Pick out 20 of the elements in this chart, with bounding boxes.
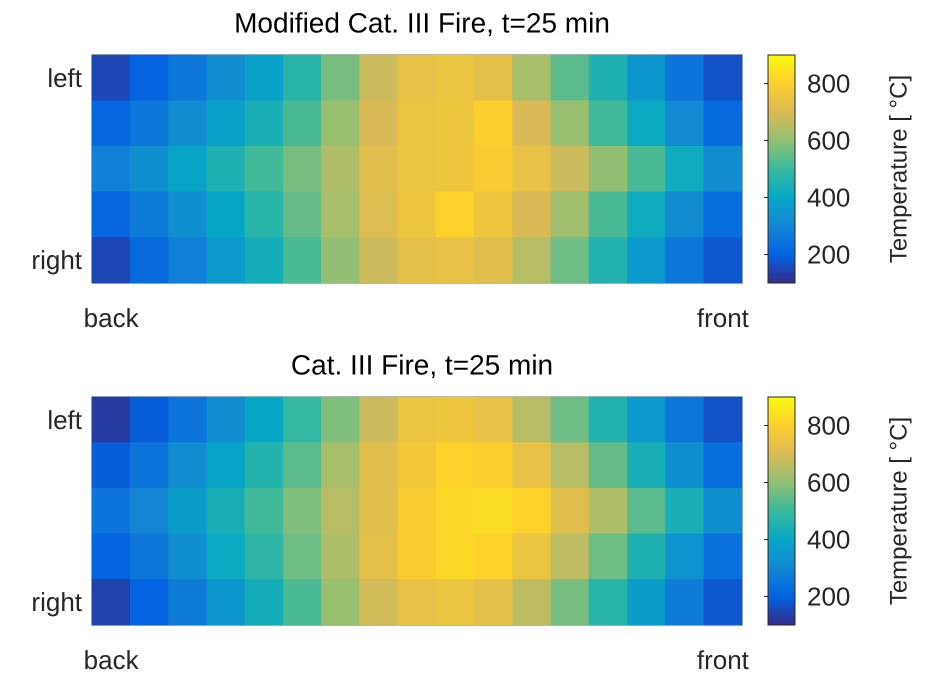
chart-title: Cat. III Fire, t=25 min	[290, 350, 554, 380]
x-tick-label: front	[696, 303, 750, 333]
color-bar-label: 800	[807, 410, 850, 440]
x-tick-label: front	[696, 645, 750, 675]
color-bar-label: 200	[807, 582, 850, 612]
y-tick-label: left	[47, 404, 83, 435]
x-tick-label: back	[84, 303, 140, 333]
color-bar-label: 600	[807, 126, 850, 156]
y-tick-label: right	[31, 245, 83, 276]
x-tick-label: back	[84, 645, 140, 675]
color-bar-title: Temperature [ °C]	[886, 74, 912, 264]
color-bar-label: 600	[807, 468, 850, 498]
color-bar-label: 400	[807, 182, 850, 212]
chart-title: Modified Cat. III Fire, t=25 min	[234, 8, 610, 38]
color-bar-label: 200	[807, 240, 850, 270]
color-bar-label: 800	[807, 68, 850, 98]
color-bar-title: Temperature [ °C]	[886, 416, 912, 606]
y-tick-label: right	[31, 587, 83, 618]
y-tick-label: left	[47, 62, 83, 93]
color-bar-label: 400	[807, 524, 850, 554]
